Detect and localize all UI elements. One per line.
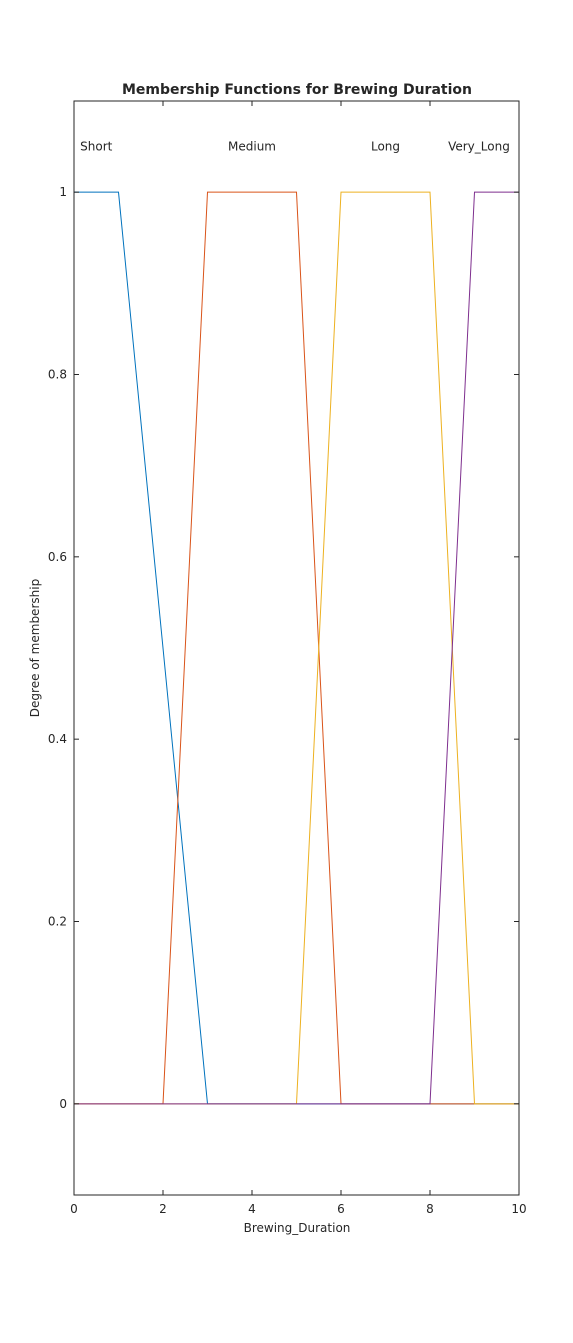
series-label-long: Long [371,140,400,154]
x-tick-label: 10 [511,1202,526,1216]
x-tick-label: 4 [248,1202,256,1216]
y-tick-label: 1 [59,185,67,199]
series-label-medium: Medium [228,140,276,154]
series-lines [74,191,519,1105]
series-labels: Short Medium Long Very_Long [80,140,510,154]
series-line-very-long [74,191,519,1105]
series-label-very-long: Very_Long [448,140,510,154]
y-tick-label: 0.6 [48,550,67,564]
axes: 0 2 4 6 8 10 0 0.2 0.4 0.6 0.8 1 [48,100,527,1216]
plot-frame [73,100,520,1196]
y-tick-label: 0.4 [48,732,67,746]
x-tick-label: 2 [159,1202,167,1216]
x-tick-label: 6 [337,1202,345,1216]
y-tick-label: 0 [59,1097,67,1111]
x-tick-label: 0 [70,1202,78,1216]
x-tick-label: 8 [426,1202,434,1216]
y-axis-label: Degree of membership [28,579,42,717]
y-tick-label: 0.2 [48,915,67,929]
chart-title: Membership Functions for Brewing Duratio… [122,82,472,98]
y-tick-label: 0.8 [48,368,67,382]
series-label-short: Short [80,140,112,154]
x-axis-label: Brewing_Duration [244,1221,351,1235]
